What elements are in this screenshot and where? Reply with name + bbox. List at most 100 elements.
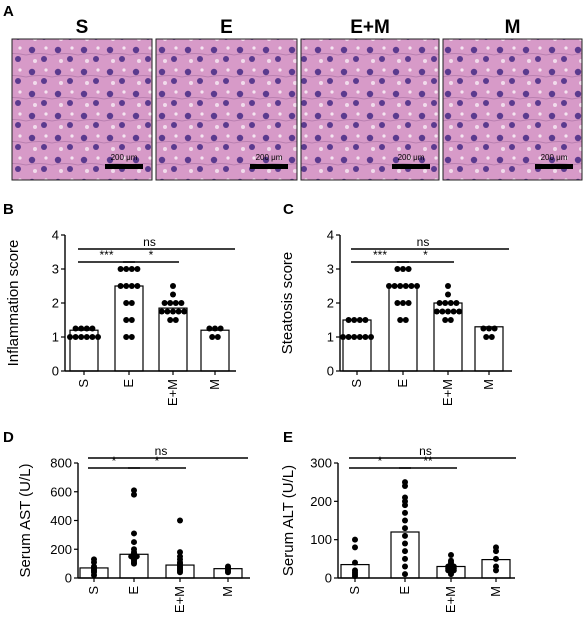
data-point	[123, 266, 130, 272]
data-point	[402, 540, 408, 547]
panel-letter: C	[283, 201, 294, 218]
mean-bar	[388, 285, 418, 372]
data-point	[402, 525, 408, 532]
data-point	[356, 317, 363, 323]
data-point	[405, 300, 412, 306]
data-point	[368, 334, 374, 340]
scale-bar	[392, 164, 430, 169]
data-point	[225, 563, 231, 570]
data-point	[91, 556, 97, 563]
data-point	[128, 266, 135, 272]
data-point	[128, 317, 135, 323]
x-tick-label: E	[121, 379, 136, 388]
x-tick-label: M	[481, 379, 496, 390]
histology-image	[11, 38, 153, 181]
scale-bar-label: 200 μm	[256, 153, 283, 162]
y-axis-title: Inflammation score	[5, 240, 22, 367]
data-point	[83, 334, 90, 340]
histology-image	[442, 38, 583, 181]
data-point	[167, 317, 174, 323]
panel-letter: D	[3, 429, 14, 446]
data-point	[491, 325, 498, 332]
data-point	[117, 266, 124, 272]
significance-label: *	[423, 248, 428, 262]
data-point	[352, 559, 358, 566]
significance-label: ***	[99, 248, 113, 262]
histology-label: M	[505, 17, 521, 38]
y-tick-label: 0	[325, 571, 332, 586]
data-point	[158, 308, 165, 315]
panel-letter: E	[283, 429, 293, 446]
y-tick-label: 400	[50, 513, 72, 528]
data-point	[131, 487, 137, 494]
histology-label: S	[76, 17, 89, 38]
scale-bar	[535, 164, 573, 169]
data-point	[402, 283, 409, 289]
data-point	[356, 334, 363, 340]
data-point	[128, 334, 135, 340]
y-axis-title: Steatosis score	[279, 252, 296, 355]
x-tick-label: E	[397, 586, 412, 595]
histology-label: E	[220, 17, 233, 38]
data-point	[448, 557, 454, 564]
y-tick-label: 200	[310, 494, 332, 509]
histology-label: E+M	[350, 17, 390, 38]
mean-bar	[342, 319, 372, 372]
y-tick-label: 800	[50, 456, 72, 471]
data-point	[89, 325, 96, 332]
y-tick-label: 0	[52, 364, 59, 379]
data-point	[209, 334, 216, 340]
x-tick-label: E	[126, 586, 141, 595]
histology-image	[300, 38, 440, 181]
scale-bar-label: 200 μm	[541, 153, 568, 162]
data-point	[391, 283, 398, 289]
y-tick-label: 0	[327, 364, 334, 379]
significance-label: ns	[155, 444, 168, 458]
y-tick-label: 2	[327, 296, 334, 311]
data-point	[402, 563, 408, 570]
data-point	[352, 544, 358, 551]
data-point	[402, 548, 408, 555]
data-point	[402, 494, 408, 501]
x-tick-label: M	[488, 586, 503, 597]
data-point	[352, 567, 358, 574]
data-point	[447, 300, 454, 306]
data-point	[480, 325, 487, 332]
data-point	[117, 283, 124, 289]
x-tick-label: S	[347, 586, 362, 595]
data-point	[131, 491, 137, 498]
data-point	[78, 334, 85, 340]
panel-letter: B	[3, 201, 14, 218]
significance-label: ***	[373, 248, 387, 262]
data-point	[448, 552, 454, 558]
data-point	[178, 300, 185, 306]
data-point	[442, 300, 449, 306]
data-point	[340, 334, 346, 340]
mean-bar	[390, 531, 420, 579]
data-point	[402, 555, 408, 562]
x-tick-label: E+M	[172, 586, 187, 613]
data-point	[217, 325, 224, 332]
significance-label: ns	[419, 444, 432, 458]
x-tick-label: E	[395, 379, 410, 388]
data-point	[123, 334, 130, 340]
data-point	[402, 517, 408, 524]
data-point	[488, 334, 495, 340]
data-point	[167, 300, 174, 306]
significance-label: *	[155, 454, 160, 468]
data-point	[170, 283, 176, 289]
data-point	[72, 325, 79, 332]
y-tick-label: 600	[50, 484, 72, 499]
data-point	[345, 334, 352, 340]
data-point	[170, 308, 176, 315]
significance-label: ns	[143, 235, 156, 249]
data-point	[402, 509, 408, 516]
data-point	[206, 325, 213, 332]
data-point	[486, 325, 492, 332]
data-point	[397, 283, 404, 289]
data-point	[83, 325, 90, 332]
data-point	[161, 300, 168, 306]
y-tick-label: 1	[52, 330, 59, 345]
